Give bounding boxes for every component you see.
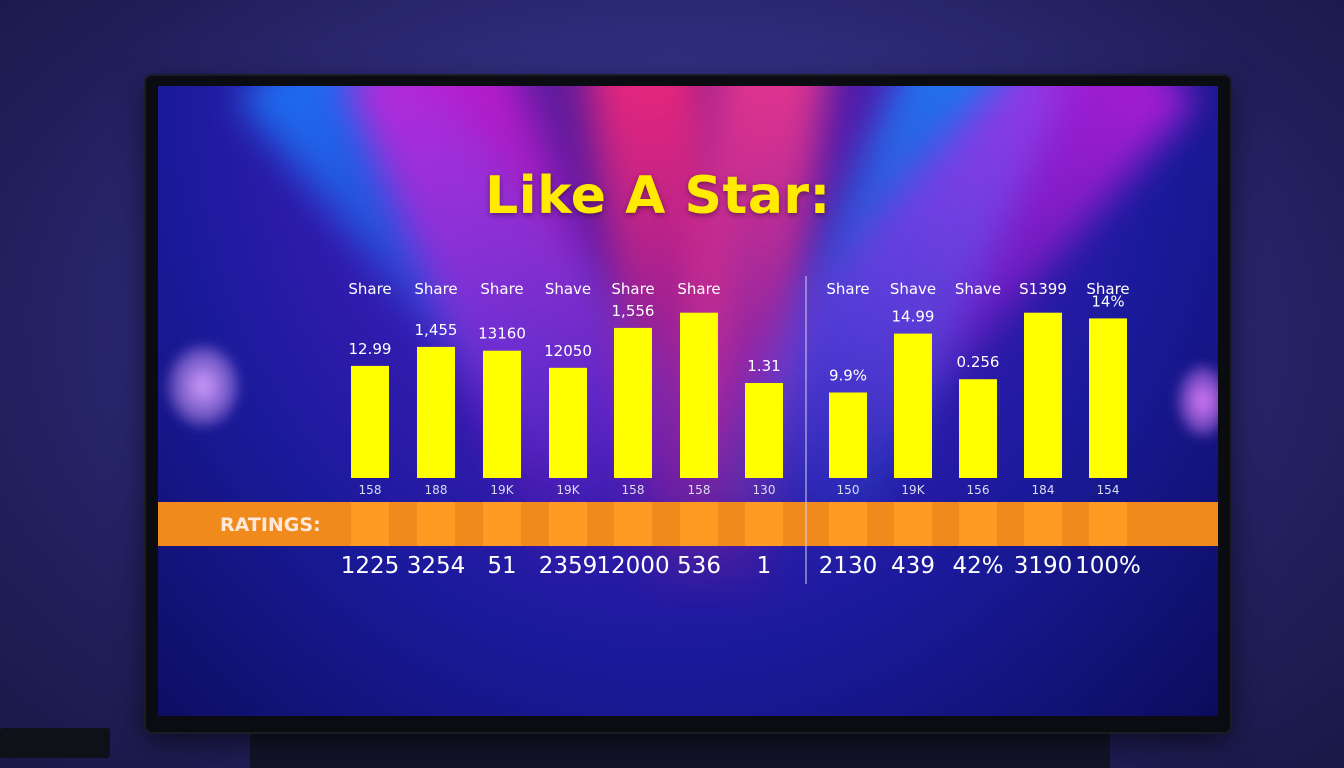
ratings-band-cell [829, 502, 867, 546]
tv-screen: Like A Star: Share 12.99 158 1225 Share 1,455… [158, 86, 1218, 716]
column-header: Share [348, 280, 391, 298]
bar-bottom-label: 154 [1097, 483, 1120, 497]
bar-value-label: 12050 [544, 342, 592, 360]
bar [745, 383, 783, 478]
rating-value: 3254 [407, 553, 466, 579]
bar-bottom-label: 19K [901, 483, 925, 497]
bar [614, 327, 652, 478]
column-header: Share [414, 280, 457, 298]
ratings-band-cell [417, 502, 455, 546]
ratings-band-cell [894, 502, 932, 546]
bar-value-label: 12.99 [349, 340, 392, 358]
bar-bottom-label: 184 [1032, 483, 1055, 497]
bar-value-label: 1,556 [612, 302, 655, 320]
set-top-box [0, 728, 110, 758]
rating-value: 439 [891, 553, 935, 579]
bar [1089, 318, 1127, 478]
bar-bottom-label: 19K [556, 483, 580, 497]
bar-value-label: 1.31 [747, 357, 780, 375]
rating-value: 42% [952, 553, 1003, 579]
lens-flare [1178, 366, 1218, 436]
bar-value-label: 9.9% [829, 367, 867, 385]
bar-bottom-label: 158 [688, 483, 711, 497]
column-header: Shave [890, 280, 936, 298]
rating-value: 2359 [539, 553, 598, 579]
ratings-band-cell [959, 502, 997, 546]
bar-bottom-label: 188 [425, 483, 448, 497]
rating-value: 1 [757, 553, 772, 579]
bar [483, 350, 521, 478]
ratings-band-cell [680, 502, 718, 546]
rating-value: 12000 [596, 553, 669, 579]
ratings-band-cell [483, 502, 521, 546]
rating-value: 2130 [819, 553, 878, 579]
column-header: Shave [545, 280, 591, 298]
rating-value: 51 [487, 553, 516, 579]
bar-value-label: 1,455 [415, 321, 458, 339]
bar-bottom-label: 158 [359, 483, 382, 497]
bar-value-label: 14% [1091, 292, 1124, 310]
tv-frame: Like A Star: Share 12.99 158 1225 Share 1,455… [146, 76, 1230, 732]
rating-value: 1225 [341, 553, 400, 579]
column-header: Share [677, 280, 720, 298]
bar [959, 379, 997, 478]
rating-value: 100% [1075, 553, 1141, 579]
chart-title: Like A Star: [485, 166, 831, 226]
bar [417, 346, 455, 478]
ratings-band-cell [549, 502, 587, 546]
bar-bottom-label: 156 [967, 483, 990, 497]
column-header: Share [480, 280, 523, 298]
lens-flare [168, 346, 238, 426]
bar [894, 333, 932, 478]
bar [549, 367, 587, 478]
column-header: Shave [955, 280, 1001, 298]
bar-value-label: 0.256 [957, 353, 1000, 371]
column-header: Share [611, 280, 654, 298]
rating-value: 536 [677, 553, 721, 579]
bar-value-label: 13160 [478, 325, 526, 343]
bar-bottom-label: 158 [622, 483, 645, 497]
bar-chart: Share12.991581225Share1,4551883254Share1… [158, 276, 1218, 584]
ratings-band-cell [1089, 502, 1127, 546]
bar [829, 392, 867, 478]
bar-bottom-label: 19K [490, 483, 514, 497]
column-header: Share [1086, 280, 1129, 298]
rating-value: 3190 [1014, 553, 1073, 579]
ratings-row-label: RATINGS: [220, 514, 321, 536]
bar [351, 365, 389, 478]
ratings-band-cell [1024, 502, 1062, 546]
bar-value-label: 14.99 [892, 308, 935, 326]
ratings-band-cell [614, 502, 652, 546]
bar [1024, 312, 1062, 478]
ratings-band-cell [351, 502, 389, 546]
column-header: S1399 [1019, 280, 1067, 298]
ratings-band-cell [745, 502, 783, 546]
bar [680, 312, 718, 478]
bar-bottom-label: 150 [837, 483, 860, 497]
bar-bottom-label: 130 [753, 483, 776, 497]
column-header: Share [826, 280, 869, 298]
